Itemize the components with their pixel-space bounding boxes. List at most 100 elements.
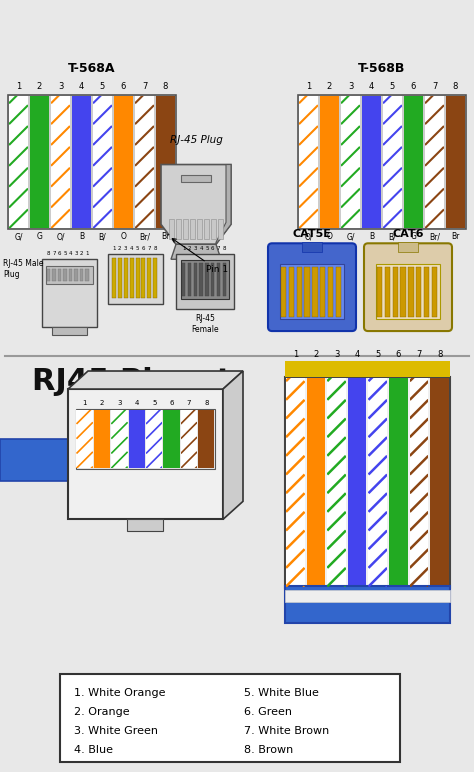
Text: 5. White Blue: 5. White Blue (244, 688, 319, 698)
Bar (47, 269, 51, 281)
Bar (205, 263, 209, 296)
Text: Br: Br (161, 232, 170, 242)
Text: O: O (120, 232, 127, 242)
Bar (432, 267, 437, 317)
Text: RJ-45 Plug: RJ-45 Plug (170, 134, 222, 144)
Text: 4: 4 (79, 82, 84, 91)
Text: B/: B/ (389, 232, 396, 242)
Bar (281, 267, 286, 317)
Bar (147, 259, 151, 298)
Bar (193, 263, 197, 296)
Text: 2: 2 (100, 400, 104, 406)
Bar (76, 410, 93, 469)
Text: B: B (369, 232, 374, 242)
Bar (297, 267, 302, 317)
Bar (94, 410, 110, 469)
Bar (362, 96, 381, 229)
Bar (142, 259, 146, 298)
Text: 2: 2 (118, 246, 122, 252)
Bar (76, 409, 215, 469)
Bar (74, 269, 78, 281)
Bar (51, 96, 70, 229)
Bar (416, 267, 421, 317)
Text: 6: 6 (142, 246, 145, 252)
Bar (327, 378, 346, 587)
Bar (341, 96, 360, 229)
Text: RJ45 Pinout: RJ45 Pinout (32, 367, 232, 396)
Text: RJ-45
Female: RJ-45 Female (191, 314, 219, 334)
Text: 7: 7 (142, 82, 147, 91)
Bar (304, 267, 310, 317)
Bar (285, 585, 450, 623)
Text: O: O (327, 232, 332, 242)
Text: 5: 5 (205, 246, 209, 252)
Bar (389, 378, 408, 587)
Text: Br/: Br/ (429, 232, 440, 242)
Text: CAT6: CAT6 (392, 229, 424, 239)
Bar (130, 259, 134, 298)
Bar (336, 267, 341, 317)
Text: 8: 8 (437, 350, 442, 359)
Bar (53, 269, 56, 281)
Bar (80, 269, 83, 281)
Bar (8, 95, 176, 229)
Text: 3: 3 (193, 246, 197, 252)
Bar (124, 259, 128, 298)
Text: T-568B: T-568B (84, 407, 180, 431)
Bar (135, 96, 154, 229)
Bar (425, 96, 444, 229)
Text: 7: 7 (187, 400, 191, 406)
Bar (320, 267, 326, 317)
Bar (280, 264, 344, 319)
Bar (285, 590, 450, 601)
Text: 7: 7 (217, 246, 220, 252)
FancyBboxPatch shape (364, 243, 452, 331)
Bar (190, 219, 195, 239)
Bar (146, 410, 163, 469)
Text: 2. Orange: 2. Orange (74, 707, 129, 717)
Bar (52, 327, 87, 335)
Text: 8: 8 (154, 246, 157, 252)
Text: 6: 6 (121, 82, 126, 91)
Text: B: B (79, 232, 84, 242)
Text: 8: 8 (204, 400, 209, 406)
Text: 5: 5 (64, 251, 67, 256)
Text: 5: 5 (136, 246, 139, 252)
Polygon shape (68, 371, 243, 389)
Text: 3: 3 (74, 251, 78, 256)
Text: 5: 5 (375, 350, 381, 359)
Bar (181, 260, 229, 300)
Bar (348, 378, 366, 587)
Bar (302, 242, 322, 252)
Bar (197, 219, 202, 239)
Bar (85, 269, 89, 281)
Text: 8: 8 (47, 251, 51, 256)
Bar (111, 410, 128, 469)
Text: 3: 3 (117, 400, 122, 406)
Bar (398, 242, 418, 252)
Bar (64, 269, 67, 281)
Bar (136, 259, 140, 298)
Bar (401, 267, 406, 317)
Bar (58, 269, 62, 281)
Bar (430, 378, 449, 587)
Text: CAT5E: CAT5E (292, 229, 331, 239)
Text: 1: 1 (82, 400, 87, 406)
Text: 6: 6 (396, 350, 401, 359)
Text: G/: G/ (346, 232, 355, 242)
Polygon shape (171, 244, 221, 259)
Text: 7: 7 (53, 251, 56, 256)
Bar (211, 263, 215, 296)
Bar (60, 674, 400, 762)
Bar (376, 264, 440, 319)
Text: 4: 4 (355, 350, 360, 359)
Bar (204, 219, 209, 239)
Text: 6: 6 (58, 251, 62, 256)
Text: 3: 3 (124, 246, 128, 252)
Text: 3: 3 (334, 350, 339, 359)
Text: Pin 1: Pin 1 (173, 239, 228, 274)
Bar (128, 410, 145, 469)
Text: 5: 5 (152, 400, 156, 406)
Bar (307, 378, 325, 587)
Text: 4: 4 (135, 400, 139, 406)
